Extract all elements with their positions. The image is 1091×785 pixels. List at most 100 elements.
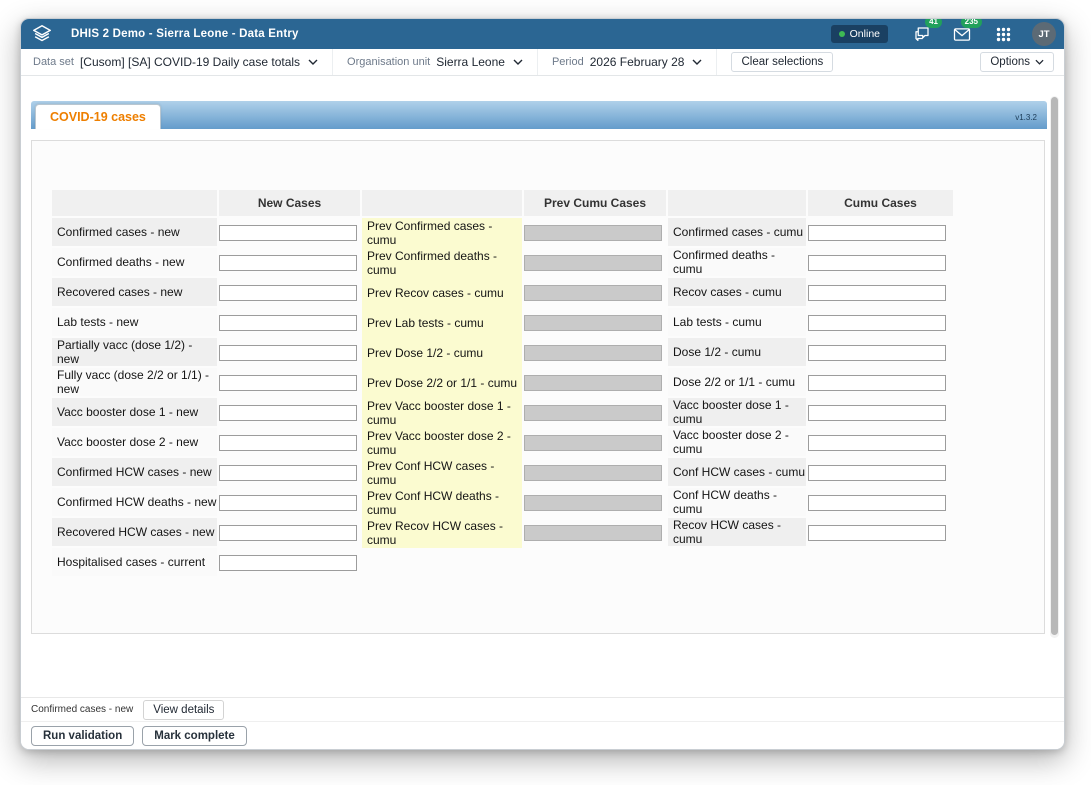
- prev-cumu-cell: [524, 428, 666, 458]
- prev-cumu-disabled-input: [524, 495, 662, 511]
- selected-cell-label: Confirmed cases - new: [31, 704, 134, 715]
- prev-cumu-disabled-input: [524, 255, 662, 271]
- new-cases-input[interactable]: [219, 555, 357, 571]
- row-label: Confirmed HCW deaths - new: [52, 488, 217, 518]
- cumu-cases-input[interactable]: [808, 255, 946, 271]
- cumu-cases-input[interactable]: [808, 345, 946, 361]
- data-set-selector[interactable]: Data set [Cusom] [SA] COVID-19 Daily cas…: [29, 49, 334, 75]
- cumu-label: Dose 2/2 or 1/1 - cumu: [668, 368, 806, 398]
- vertical-scrollbar[interactable]: [1050, 96, 1059, 638]
- prev-cumu-label: Prev Vacc booster dose 2 - cumu: [362, 428, 522, 458]
- period-value: 2026 February 28: [589, 55, 685, 69]
- cumu-cases-input-cell: [808, 428, 953, 458]
- user-avatar[interactable]: JT: [1032, 22, 1056, 46]
- mark-complete-button[interactable]: Mark complete: [142, 725, 247, 746]
- mail-button[interactable]: 235: [949, 19, 982, 47]
- column-header-blank: [52, 190, 217, 218]
- view-details-button[interactable]: View details: [143, 699, 225, 720]
- cumu-label: Conf HCW deaths - cumu: [668, 488, 806, 518]
- section-tab-strip: COVID-19 cases v1.3.2: [31, 101, 1047, 129]
- cumu-cases-input[interactable]: [808, 375, 946, 391]
- new-cases-input-cell: [219, 278, 360, 308]
- new-cases-input-cell: [219, 398, 360, 428]
- options-button[interactable]: Options: [980, 52, 1054, 72]
- prev-cumu-label: Prev Dose 1/2 - cumu: [362, 338, 522, 368]
- new-cases-input-cell: [219, 338, 360, 368]
- new-cases-input[interactable]: [219, 435, 357, 451]
- prev-cumu-cell: [524, 248, 666, 278]
- prev-cumu-cell: [524, 278, 666, 308]
- period-label: Period: [551, 56, 584, 68]
- new-cases-input[interactable]: [219, 525, 357, 541]
- cumu-label: Recov HCW cases - cumu: [668, 518, 806, 548]
- cumu-label: Lab tests - cumu: [668, 308, 806, 338]
- cumu-cases-input[interactable]: [808, 495, 946, 511]
- row-label: Confirmed deaths - new: [52, 248, 217, 278]
- cumu-cases-input-cell: [808, 338, 953, 368]
- column-header-cumu-cases: Cumu Cases: [808, 190, 953, 218]
- chat-bubbles-icon: [915, 27, 929, 42]
- prev-cumu-disabled-input: [524, 525, 662, 541]
- cumu-label: Dose 1/2 - cumu: [668, 338, 806, 368]
- cumu-cases-input[interactable]: [808, 465, 946, 481]
- row-label: Hospitalised cases - current: [52, 548, 217, 578]
- prev-cumu-cell: [524, 488, 666, 518]
- new-cases-input[interactable]: [219, 285, 357, 301]
- prev-cumu-label: Prev Recov cases - cumu: [362, 278, 522, 308]
- cumu-cases-input[interactable]: [808, 225, 946, 241]
- row-label: Fully vacc (dose 2/2 or 1/1) - new: [52, 368, 217, 398]
- new-cases-input[interactable]: [219, 225, 357, 241]
- prev-cumu-cell: [524, 218, 666, 248]
- prev-cumu-label: Prev Lab tests - cumu: [362, 308, 522, 338]
- prev-cumu-label: Prev Vacc booster dose 1 - cumu: [362, 398, 522, 428]
- org-unit-selector[interactable]: Organisation unit Sierra Leone: [333, 49, 538, 75]
- new-cases-input[interactable]: [219, 495, 357, 511]
- column-header-blank: [668, 190, 806, 218]
- cumu-label: Vacc booster dose 1 - cumu: [668, 398, 806, 428]
- cumu-cases-input[interactable]: [808, 435, 946, 451]
- apps-menu-button[interactable]: [990, 21, 1016, 47]
- cumu-cases-input[interactable]: [808, 525, 946, 541]
- new-cases-input-cell: [219, 488, 360, 518]
- prev-cumu-cell: [524, 398, 666, 428]
- column-header-prev-cumu-cases: Prev Cumu Cases: [524, 190, 666, 218]
- prev-cumu-label: Prev Recov HCW cases - cumu: [362, 518, 522, 548]
- cumu-cases-input-cell: [808, 518, 953, 548]
- cumu-cases-input-cell: [808, 488, 953, 518]
- new-cases-input[interactable]: [219, 375, 357, 391]
- period-selector[interactable]: Period 2026 February 28: [538, 49, 718, 75]
- tab-covid19-cases[interactable]: COVID-19 cases: [35, 104, 161, 129]
- clear-selections-button[interactable]: Clear selections: [731, 52, 834, 72]
- new-cases-input-cell: [219, 218, 360, 248]
- form-version-label: v1.3.2: [1015, 113, 1037, 122]
- cumu-cases-input-cell: [808, 278, 953, 308]
- cumu-cases-input[interactable]: [808, 405, 946, 421]
- dhis2-logo-icon[interactable]: [21, 19, 63, 49]
- cumu-cases-input[interactable]: [808, 285, 946, 301]
- new-cases-input[interactable]: [219, 465, 357, 481]
- new-cases-input[interactable]: [219, 315, 357, 331]
- cumu-cases-input-cell: [808, 218, 953, 248]
- new-cases-input[interactable]: [219, 255, 357, 271]
- run-validation-button[interactable]: Run validation: [31, 725, 135, 746]
- empty-cell: [668, 548, 806, 578]
- row-label: Recovered HCW cases - new: [52, 518, 217, 548]
- prev-cumu-cell: [524, 518, 666, 548]
- messages-button[interactable]: 41: [909, 19, 942, 47]
- empty-cell: [808, 548, 953, 578]
- new-cases-input[interactable]: [219, 405, 357, 421]
- row-label: Confirmed HCW cases - new: [52, 458, 217, 488]
- data-entry-grid: New Cases Prev Cumu Cases Cumu Cases Con…: [52, 190, 1044, 578]
- prev-cumu-disabled-input: [524, 435, 662, 451]
- cumu-cases-input-cell: [808, 458, 953, 488]
- prev-cumu-disabled-input: [524, 285, 662, 301]
- prev-cumu-cell: [524, 308, 666, 338]
- new-cases-input[interactable]: [219, 345, 357, 361]
- scrollbar-thumb[interactable]: [1051, 97, 1058, 635]
- empty-cell: [362, 548, 522, 578]
- data-entry-main: COVID-19 cases v1.3.2 New Cases Prev Cum…: [21, 76, 1064, 703]
- status-bar: Confirmed cases - new View details Run v…: [21, 697, 1064, 749]
- online-label: Online: [849, 28, 880, 40]
- cumu-cases-input[interactable]: [808, 315, 946, 331]
